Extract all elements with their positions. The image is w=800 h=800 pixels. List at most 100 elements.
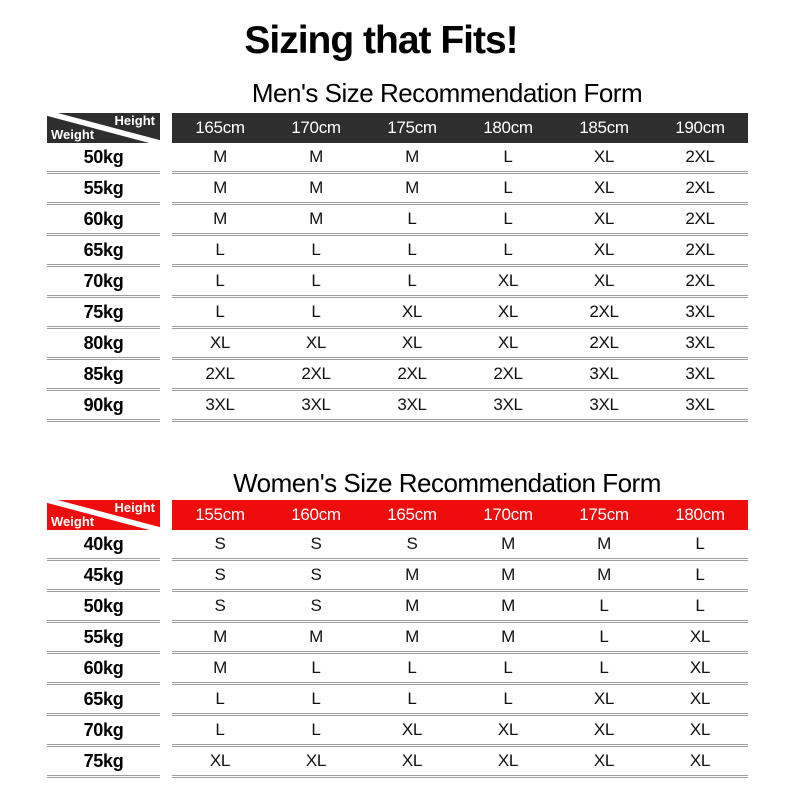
size-value-cell: M	[460, 530, 556, 561]
page-title: Sizing that Fits!	[244, 19, 518, 62]
size-value-cell: M	[364, 623, 460, 654]
height-column-header: 180cm	[652, 500, 748, 530]
height-column-header: 175cm	[556, 500, 652, 530]
size-value-cell: XL	[460, 716, 556, 747]
size-value-cell: L	[172, 267, 268, 298]
size-value-cell: M	[364, 143, 460, 174]
row-gap	[160, 298, 172, 329]
height-column-header: 160cm	[268, 500, 364, 530]
row-gap	[160, 205, 172, 236]
size-value-cell: XL	[460, 329, 556, 360]
weight-row-header: 55kg	[47, 623, 160, 654]
table-corner-cell: Height Weight	[47, 500, 160, 530]
size-value-cell: 2XL	[268, 360, 364, 391]
row-gap	[160, 329, 172, 360]
size-value-cell: XL	[364, 747, 460, 778]
size-value-cell: 2XL	[172, 360, 268, 391]
size-value-cell: XL	[556, 236, 652, 267]
size-value-cell: L	[364, 685, 460, 716]
size-value-cell: XL	[652, 747, 748, 778]
size-value-cell: L	[172, 298, 268, 329]
size-value-cell: XL	[556, 143, 652, 174]
row-gap	[160, 592, 172, 623]
size-value-cell: L	[652, 530, 748, 561]
height-column-header: 165cm	[364, 500, 460, 530]
weight-row-header: 75kg	[47, 747, 160, 778]
size-value-cell: S	[172, 530, 268, 561]
row-gap	[160, 236, 172, 267]
size-value-cell: 3XL	[652, 298, 748, 329]
size-value-cell: L	[460, 685, 556, 716]
weight-row-header: 80kg	[47, 329, 160, 360]
header-gap	[160, 113, 172, 143]
size-value-cell: 3XL	[364, 391, 460, 422]
row-gap	[160, 685, 172, 716]
weight-row-header: 50kg	[47, 143, 160, 174]
men-size-table: Height Weight 165cm 170cm 175cm 180cm 185cm 190…	[47, 113, 748, 422]
men-table-title: Men's Size Recommendation Form	[251, 78, 643, 108]
size-value-cell: M	[364, 174, 460, 205]
women-table-title: Women's Size Recommendation Form	[233, 468, 661, 498]
size-value-cell: M	[460, 592, 556, 623]
size-value-cell: L	[268, 654, 364, 685]
size-value-cell: S	[268, 592, 364, 623]
size-value-cell: 3XL	[556, 360, 652, 391]
size-value-cell: 2XL	[652, 236, 748, 267]
row-gap	[160, 747, 172, 778]
size-value-cell: L	[652, 592, 748, 623]
weight-row-header: 60kg	[47, 654, 160, 685]
size-value-cell: L	[364, 267, 460, 298]
size-value-cell: L	[556, 654, 652, 685]
size-value-cell: L	[172, 685, 268, 716]
size-value-cell: XL	[172, 329, 268, 360]
size-value-cell: L	[556, 623, 652, 654]
size-value-cell: L	[364, 205, 460, 236]
size-value-cell: XL	[556, 205, 652, 236]
corner-weight-label: Weight	[51, 127, 95, 142]
size-value-cell: M	[172, 205, 268, 236]
size-value-cell: L	[268, 236, 364, 267]
weight-row-header: 70kg	[47, 716, 160, 747]
size-value-cell: XL	[652, 716, 748, 747]
size-value-cell: 3XL	[652, 329, 748, 360]
row-gap	[160, 267, 172, 298]
size-value-cell: M	[364, 592, 460, 623]
size-value-cell: M	[556, 561, 652, 592]
size-value-cell: L	[268, 685, 364, 716]
height-column-header: 170cm	[268, 113, 364, 143]
size-value-cell: 2XL	[652, 267, 748, 298]
size-value-cell: L	[460, 174, 556, 205]
weight-row-header: 50kg	[47, 592, 160, 623]
size-value-cell: XL	[268, 747, 364, 778]
weight-row-header: 60kg	[47, 205, 160, 236]
women-size-table: Height Weight 155cm 160cm 165cm 170cm 175cm 180…	[47, 500, 748, 778]
size-value-cell: L	[460, 654, 556, 685]
size-value-cell: 2XL	[652, 205, 748, 236]
size-value-cell: M	[268, 623, 364, 654]
size-value-cell: S	[172, 592, 268, 623]
size-value-cell: XL	[556, 747, 652, 778]
size-value-cell: S	[364, 530, 460, 561]
size-value-cell: XL	[652, 623, 748, 654]
size-value-cell: S	[268, 530, 364, 561]
table-corner-cell: Height Weight	[47, 113, 160, 143]
size-value-cell: 3XL	[652, 360, 748, 391]
size-value-cell: L	[172, 236, 268, 267]
corner-weight-label: Weight	[51, 514, 95, 529]
weight-row-header: 45kg	[47, 561, 160, 592]
size-value-cell: M	[172, 623, 268, 654]
row-gap	[160, 623, 172, 654]
size-value-cell: XL	[460, 267, 556, 298]
size-value-cell: M	[556, 530, 652, 561]
size-value-cell: L	[268, 267, 364, 298]
corner-height-label: Height	[114, 113, 155, 128]
row-gap	[160, 561, 172, 592]
size-value-cell: L	[460, 143, 556, 174]
row-gap	[160, 654, 172, 685]
height-column-header: 190cm	[652, 113, 748, 143]
size-value-cell: 2XL	[364, 360, 460, 391]
size-value-cell: L	[460, 205, 556, 236]
size-value-cell: M	[364, 561, 460, 592]
height-column-header: 185cm	[556, 113, 652, 143]
size-value-cell: L	[364, 654, 460, 685]
